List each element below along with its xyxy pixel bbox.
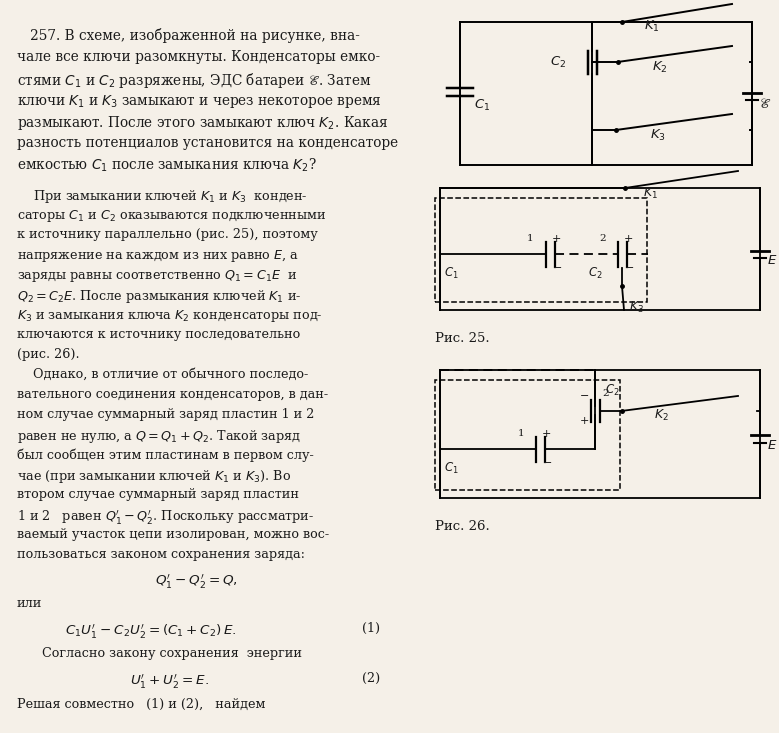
Text: $Q_1' - Q_2' = Q,$: $Q_1' - Q_2' = Q,$ bbox=[155, 572, 238, 590]
Text: (рис. 26).: (рис. 26). bbox=[17, 348, 79, 361]
Text: $C_2$: $C_2$ bbox=[550, 55, 566, 70]
Text: 257. В схеме, изображенной на рисунке, вна-: 257. В схеме, изображенной на рисунке, в… bbox=[17, 28, 360, 43]
Text: $K_3$: $K_3$ bbox=[629, 300, 644, 315]
Text: 2: 2 bbox=[602, 389, 608, 398]
Text: вательного соединения конденсаторов, в дан-: вательного соединения конденсаторов, в д… bbox=[17, 388, 328, 401]
Text: $U_1' = E\!\left(1 + \dfrac{C_2}{C_1+C_2}\right)\!.$: $U_1' = E\!\left(1 + \dfrac{C_2}{C_1+C_2… bbox=[40, 731, 225, 733]
Text: $K_3$: $K_3$ bbox=[650, 128, 666, 143]
Text: $C_1U_1' - C_2U_2' = (C_1 + C_2)\,E.$: $C_1U_1' - C_2U_2' = (C_1 + C_2)\,E.$ bbox=[65, 622, 237, 640]
Text: $Q_2 = C_2E$. После размыкания ключей $K_1$ и-: $Q_2 = C_2E$. После размыкания ключей $K… bbox=[17, 288, 301, 305]
Text: Согласно закону сохранения  энергии: Согласно закону сохранения энергии bbox=[42, 647, 302, 660]
Text: $C_1$: $C_1$ bbox=[444, 266, 459, 281]
Text: (1): (1) bbox=[362, 622, 380, 635]
Text: $-$: $-$ bbox=[542, 457, 552, 466]
Text: емкостью $C_1$ после замыкания ключа $K_2$?: емкостью $C_1$ после замыкания ключа $K_… bbox=[17, 157, 317, 174]
Text: +: + bbox=[580, 416, 589, 426]
Text: 1: 1 bbox=[527, 234, 534, 243]
Text: саторы $C_1$ и $C_2$ оказываются подключенными: саторы $C_1$ и $C_2$ оказываются подключ… bbox=[17, 208, 326, 224]
Text: 1 и 2   равен $Q_1' - Q_2'$. Поскольку рассматри-: 1 и 2 равен $Q_1' - Q_2'$. Поскольку рас… bbox=[17, 508, 314, 526]
Text: напряжение на каждом из них равно $E$, а: напряжение на каждом из них равно $E$, а bbox=[17, 248, 299, 264]
Text: 2: 2 bbox=[599, 234, 605, 243]
Text: размыкают. После этого замыкают ключ $K_2$. Какая: размыкают. После этого замыкают ключ $K_… bbox=[17, 114, 388, 132]
Text: $K_1$: $K_1$ bbox=[644, 19, 660, 34]
Text: Рис. 25.: Рис. 25. bbox=[435, 332, 490, 345]
Text: $C_1$: $C_1$ bbox=[474, 97, 490, 113]
Text: +: + bbox=[624, 234, 633, 244]
Text: При замыкании ключей $K_1$ и $K_3$  конден-: При замыкании ключей $K_1$ и $K_3$ конде… bbox=[17, 188, 308, 205]
Text: $-$: $-$ bbox=[552, 261, 562, 271]
Text: 1: 1 bbox=[518, 430, 524, 438]
Text: $K_3$ и замыкания ключа $K_2$ конденсаторы под-: $K_3$ и замыкания ключа $K_2$ конденсато… bbox=[17, 308, 323, 324]
Text: заряды равны соответственно $Q_1 = C_1E$  и: заряды равны соответственно $Q_1 = C_1E$… bbox=[17, 268, 297, 284]
Text: или: или bbox=[17, 597, 42, 610]
Text: ключаются к источнику последовательно: ключаются к источнику последовательно bbox=[17, 328, 300, 341]
Text: стями $C_1$ и $C_2$ разряжены, ЭДС батареи $\mathscr{E}$. Затем: стями $C_1$ и $C_2$ разряжены, ЭДС батар… bbox=[17, 71, 372, 90]
Text: чале все ключи разомкнуты. Конденсаторы емко-: чале все ключи разомкнуты. Конденсаторы … bbox=[17, 50, 380, 64]
Text: равен не нулю, а $Q = Q_1 + Q_2$. Такой заряд: равен не нулю, а $Q = Q_1 + Q_2$. Такой … bbox=[17, 428, 301, 445]
Text: $\mathscr{E}$: $\mathscr{E}$ bbox=[759, 97, 771, 111]
Text: (2): (2) bbox=[362, 672, 380, 685]
Text: Рис. 26.: Рис. 26. bbox=[435, 520, 490, 533]
Text: ключи $K_1$ и $K_3$ замыкают и через некоторое время: ключи $K_1$ и $K_3$ замыкают и через нек… bbox=[17, 92, 382, 109]
Text: $U_1' + U_2' = E.$: $U_1' + U_2' = E.$ bbox=[130, 672, 209, 690]
Text: к источнику параллельно (рис. 25), поэтому: к источнику параллельно (рис. 25), поэто… bbox=[17, 228, 318, 241]
Text: $C_2$: $C_2$ bbox=[588, 266, 603, 281]
Text: чае (при замыкании ключей $K_1$ и $K_3$). Во: чае (при замыкании ключей $K_1$ и $K_3$)… bbox=[17, 468, 291, 485]
Text: $K_2$: $K_2$ bbox=[654, 408, 669, 423]
Text: был сообщен этим пластинам в первом слу-: был сообщен этим пластинам в первом слу- bbox=[17, 448, 314, 462]
Text: +: + bbox=[552, 234, 562, 244]
Text: $E$: $E$ bbox=[767, 439, 777, 452]
Text: +: + bbox=[542, 430, 552, 439]
Text: $K_1$: $K_1$ bbox=[643, 186, 658, 201]
Text: втором случае суммарный заряд пластин: втором случае суммарный заряд пластин bbox=[17, 488, 299, 501]
Text: $C_1$: $C_1$ bbox=[444, 461, 459, 476]
Text: Однако, в отличие от обычного последо-: Однако, в отличие от обычного последо- bbox=[17, 368, 308, 381]
Text: Решая совместно   (1) и (2),   найдем: Решая совместно (1) и (2), найдем bbox=[17, 698, 266, 711]
Text: ваемый участок цепи изолирован, можно вос-: ваемый участок цепи изолирован, можно во… bbox=[17, 528, 329, 541]
Text: $E$: $E$ bbox=[767, 254, 777, 267]
Text: ном случае суммарный заряд пластин 1 и 2: ном случае суммарный заряд пластин 1 и 2 bbox=[17, 408, 315, 421]
Text: $C_2$: $C_2$ bbox=[605, 383, 619, 398]
Text: пользоваться законом сохранения заряда:: пользоваться законом сохранения заряда: bbox=[17, 548, 305, 561]
Text: $K_2$: $K_2$ bbox=[652, 60, 668, 75]
Text: разность потенциалов установится на конденсаторе: разность потенциалов установится на конд… bbox=[17, 136, 398, 150]
Text: $-$: $-$ bbox=[579, 389, 589, 399]
Text: $-$: $-$ bbox=[624, 261, 634, 271]
